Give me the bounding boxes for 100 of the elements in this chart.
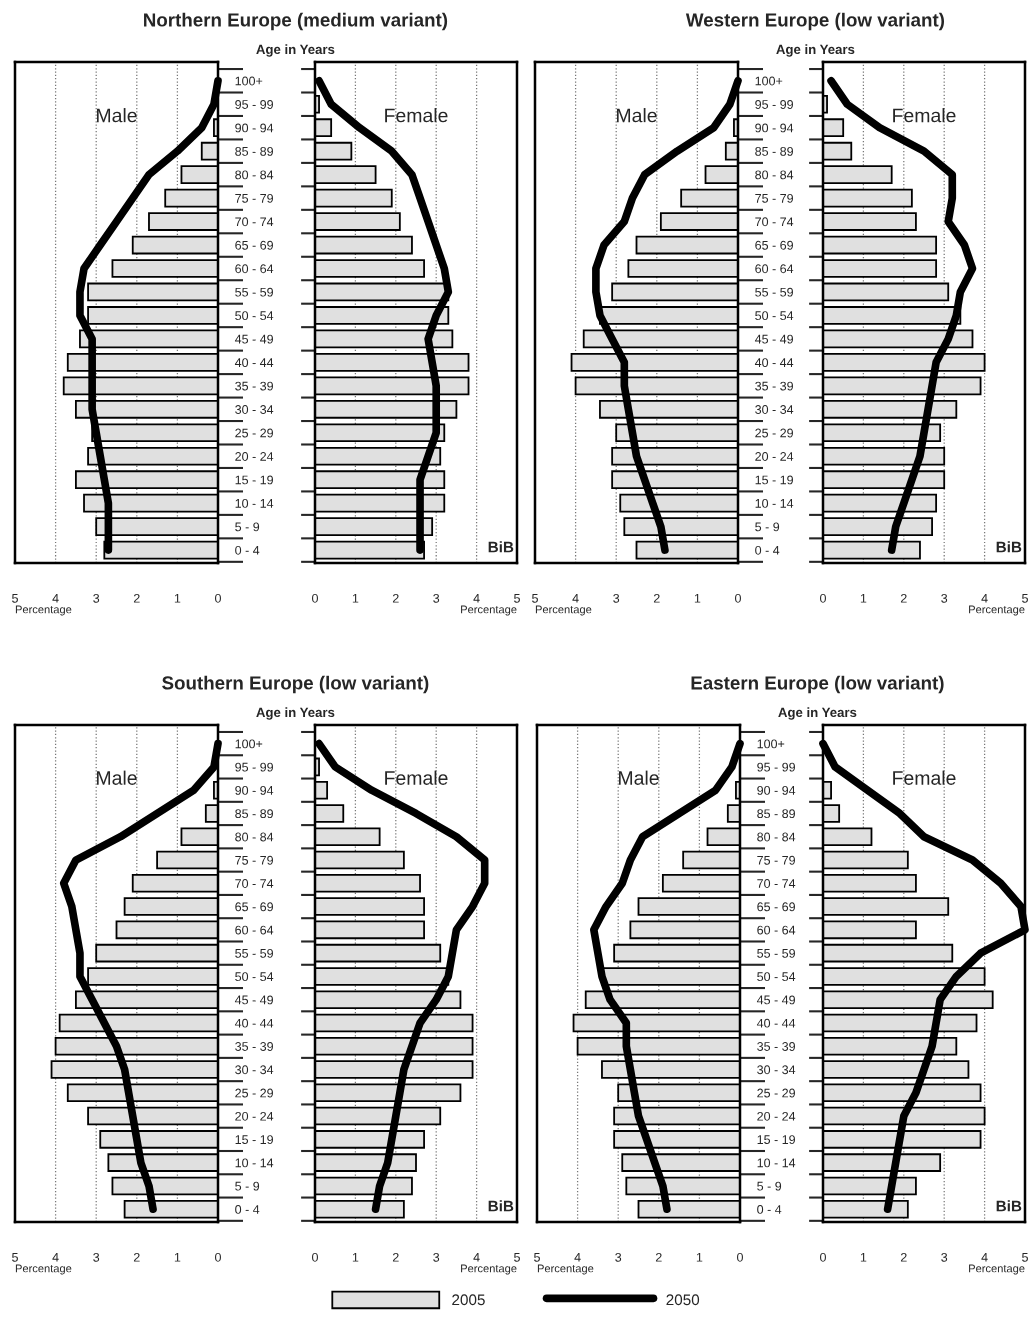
y-tick-label: 80 - 84 (235, 832, 274, 842)
x-tick-label: 5 (12, 1253, 18, 1262)
x-tick-label: 5 (1022, 1253, 1028, 1262)
x-tick-label: 4 (572, 594, 579, 603)
y-axis-title: Age in Years (256, 44, 335, 57)
x-axis-title: Percentage (969, 1264, 1025, 1275)
y-tick-label: 50 - 54 (235, 311, 274, 321)
y-tick-label: 80 - 84 (235, 170, 274, 180)
y-tick-label: 75 - 79 (235, 193, 273, 203)
x-tick-label: 1 (352, 1253, 359, 1262)
y-tick-label: 20 - 24 (235, 452, 274, 461)
annotation: Female (385, 770, 448, 785)
y-tick-label: 100+ (235, 76, 263, 86)
x-tick-label: 5 (514, 1253, 520, 1262)
y-tick-label: 90 - 94 (755, 123, 794, 133)
y-tick-label: 60 - 64 (235, 264, 274, 274)
y-tick-label: 25 - 29 (235, 1088, 273, 1098)
y-tick-label: 30 - 34 (235, 1065, 274, 1075)
annotation: BiB (996, 1200, 1022, 1212)
y-tick-label: 50 - 54 (235, 972, 274, 982)
x-tick-label: 1 (174, 594, 181, 603)
y-tick-label: 10 - 14 (755, 498, 794, 508)
y-tick-label: 75 - 79 (757, 855, 795, 865)
y-tick-label: 55 - 59 (755, 287, 793, 297)
y-tick-label: 75 - 79 (235, 855, 273, 865)
y-tick-label: 100+ (235, 739, 263, 749)
x-tick-label: 2 (900, 1252, 907, 1262)
x-tick-label: 4 (52, 594, 59, 603)
x-tick-label: 2 (900, 593, 907, 603)
x-tick-label: 2 (392, 593, 399, 603)
y-tick-label: 5 - 9 (757, 1181, 782, 1191)
x-axis-title: Percentage (535, 605, 592, 616)
y-tick-label: 40 - 44 (756, 1018, 796, 1028)
x-tick-label: 2 (655, 1252, 662, 1262)
y-tick-label: 45 - 49 (234, 334, 273, 344)
annotation: Male (97, 108, 137, 123)
x-tick-label: 1 (694, 594, 701, 603)
y-tick-label: 45 - 49 (756, 995, 795, 1005)
y-tick-label: 70 - 74 (235, 217, 274, 227)
x-tick-label: 0 (737, 1252, 743, 1262)
y-tick-label: 35 - 39 (757, 1042, 795, 1051)
y-tick-label: 5 - 9 (235, 522, 260, 532)
x-tick-label: 5 (534, 1253, 540, 1262)
x-tick-label: 4 (52, 1253, 59, 1262)
x-tick-label: 2 (653, 593, 660, 603)
x-tick-label: 5 (12, 594, 18, 603)
y-tick-label: 5 - 9 (235, 1181, 260, 1191)
y-tick-label: 30 - 34 (757, 1065, 796, 1075)
y-tick-label: 0 - 4 (755, 545, 780, 555)
y-tick-label: 20 - 24 (757, 1111, 796, 1121)
x-tick-label: 0 (312, 593, 318, 603)
x-tick-label: 0 (312, 1252, 318, 1262)
y-tick-label: 85 - 89 (235, 809, 273, 819)
y-tick-label: 65 - 69 (235, 240, 273, 250)
x-tick-label: 0 (820, 1252, 826, 1262)
y-tick-label: 55 - 59 (235, 287, 273, 297)
text: Southern Europe (low variant) (162, 675, 429, 694)
x-tick-label: 4 (473, 594, 480, 603)
annotation: BiB (488, 1200, 514, 1212)
x-axis-title: Percentage (461, 1264, 517, 1275)
text: 2050 (666, 1294, 700, 1306)
x-tick-label: 2 (133, 1252, 140, 1262)
y-tick-label: 95 - 99 (235, 762, 273, 772)
x-tick-label: 1 (860, 1253, 867, 1262)
x-tick-label: 2 (133, 593, 140, 603)
y-tick-label: 40 - 44 (234, 358, 274, 368)
annotation: Male (617, 108, 657, 123)
x-tick-label: 0 (215, 1252, 221, 1262)
y-tick-label: 35 - 39 (235, 381, 273, 391)
x-tick-label: 1 (860, 594, 867, 603)
x-tick-label: 0 (820, 593, 826, 603)
y-tick-label: 90 - 94 (235, 123, 274, 133)
x-tick-label: 3 (941, 593, 948, 603)
x-tick-label: 5 (1022, 594, 1028, 603)
x-tick-label: 4 (473, 1253, 480, 1262)
x-tick-label: 2 (392, 1252, 399, 1262)
y-tick-label: 45 - 49 (234, 995, 273, 1005)
x-tick-label: 3 (941, 1252, 948, 1262)
y-tick-label: 95 - 99 (757, 762, 795, 772)
y-tick-label: 35 - 39 (235, 1042, 273, 1051)
y-tick-label: 95 - 99 (235, 100, 273, 109)
y-tick-label: 25 - 29 (755, 428, 793, 438)
y-tick-label: 85 - 89 (757, 809, 795, 819)
y-tick-label: 5 - 9 (755, 522, 780, 532)
x-axis-title: Percentage (537, 1264, 594, 1275)
x-axis-title: Percentage (15, 605, 72, 616)
y-tick-label: 50 - 54 (757, 972, 796, 982)
y-tick-label: 15 - 19 (757, 1135, 795, 1145)
y-tick-label: 85 - 89 (755, 146, 793, 156)
x-tick-label: 1 (174, 1253, 181, 1262)
annotation: Female (893, 108, 956, 123)
x-axis-title: Percentage (461, 605, 517, 616)
y-tick-label: 60 - 64 (757, 925, 796, 935)
y-tick-label: 45 - 49 (754, 334, 793, 344)
y-tick-label: 30 - 34 (755, 405, 794, 414)
x-tick-label: 5 (532, 594, 538, 603)
annotation: Male (97, 770, 137, 785)
y-tick-label: 0 - 4 (235, 1205, 260, 1214)
y-tick-label: 35 - 39 (755, 381, 793, 391)
y-tick-label: 15 - 19 (235, 475, 273, 485)
